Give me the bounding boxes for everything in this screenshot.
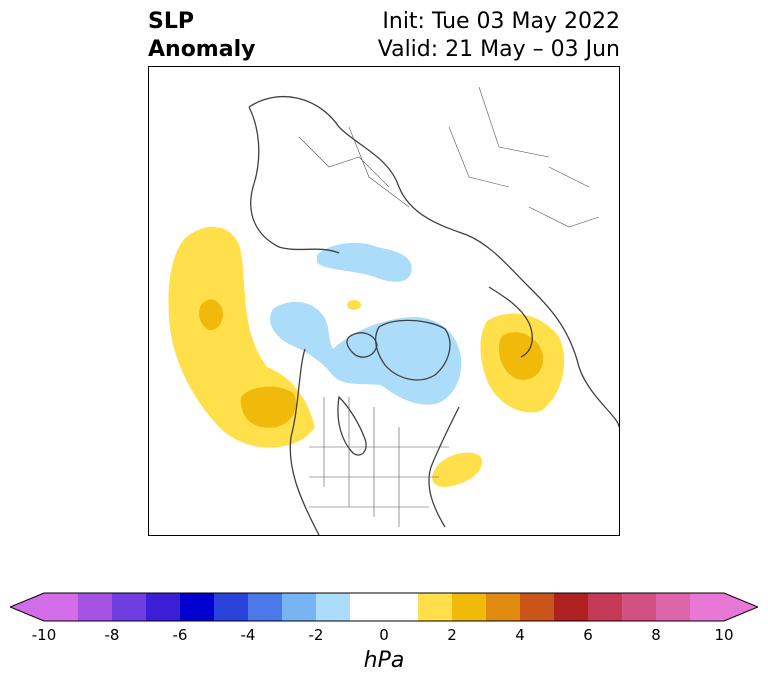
colorbar-tick-label: 2: [447, 626, 457, 644]
coastline-eurasia: [248, 95, 619, 428]
coastline-scandinavia: [488, 286, 533, 358]
coastline-arctic-islands: [346, 332, 378, 358]
colorbar-cell: [282, 593, 317, 621]
colorbar-under-triangle: [10, 593, 44, 621]
coastline-north-america: [289, 348, 320, 535]
anomaly-polar-spot: [347, 300, 361, 310]
polar-map: [168, 86, 619, 535]
colorbar-cell: [384, 593, 419, 621]
coastline-hudson-bay: [337, 395, 367, 456]
map-panel: [148, 66, 620, 536]
colorbar-outline: [10, 592, 758, 622]
colorbar-units: hPa: [363, 648, 405, 673]
init-date: Init: Tue 03 May 2022: [382, 9, 620, 34]
title-right: Init: Tue 03 May 2022 Valid: 21 May – 03…: [378, 8, 620, 64]
colorbar-cell: [350, 593, 385, 621]
colorbar-cell: [248, 593, 283, 621]
colorbar-cell: [486, 593, 521, 621]
colorbar-cell: [44, 593, 79, 621]
colorbar-cell: [78, 593, 113, 621]
colorbar-tick-label: 6: [583, 626, 593, 644]
colorbar-tick-label: 10: [714, 626, 734, 644]
colorbar-cell: [214, 593, 249, 621]
anomaly-atlantic-1hpa: [432, 452, 483, 487]
valid-period: Valid: 21 May – 03 Jun: [377, 37, 620, 62]
colorbar-tick-label: -4: [240, 626, 256, 644]
colorbar-cell: [452, 593, 487, 621]
colorbar-tick-label: -6: [172, 626, 188, 644]
colorbar-tick-label: 0: [379, 626, 389, 644]
anomaly-pacific-2hpa-b: [240, 386, 297, 428]
borders-north-america: [309, 397, 449, 527]
colorbar-cell: [418, 593, 453, 621]
coastline-eurasia-east: [248, 106, 340, 254]
coastline-greenland: [374, 319, 451, 381]
anomaly-siberia-neg: [317, 242, 412, 282]
colorbar-cell: [588, 593, 623, 621]
colorbar-tick-label: -2: [308, 626, 324, 644]
colorbar-cell: [554, 593, 589, 621]
colorbar-cell: [112, 593, 147, 621]
title-variable: SLP: [148, 9, 194, 34]
colorbar-tick-label: -10: [31, 626, 57, 644]
anomaly-pacific-2hpa-a: [199, 299, 223, 331]
title-left: SLP Anomaly: [148, 8, 255, 64]
colorbar-over-triangle: [724, 593, 758, 621]
colorbar-tick-label: 4: [515, 626, 525, 644]
colorbar-cell: [622, 593, 657, 621]
colorbar-ticks: -10 -8 -6 -4 -2 0 2 4 6 8 10: [0, 626, 768, 646]
colorbar-tick-label: -8: [104, 626, 120, 644]
colorbar-tick-label: 8: [651, 626, 661, 644]
colorbar-cell: [690, 593, 725, 621]
colorbar-cells: [44, 593, 725, 621]
colorbar-cell: [146, 593, 181, 621]
colorbar-cell: [180, 593, 215, 621]
coastline-north-america-east: [428, 406, 460, 528]
colorbar-cell: [316, 593, 351, 621]
colorbar-cell: [656, 593, 691, 621]
colorbar-cell: [520, 593, 555, 621]
title-anomaly: Anomaly: [148, 37, 256, 62]
colorbar: [10, 592, 758, 622]
anomaly-canada-neg: [270, 301, 462, 405]
borders-eurasia: [298, 86, 600, 228]
